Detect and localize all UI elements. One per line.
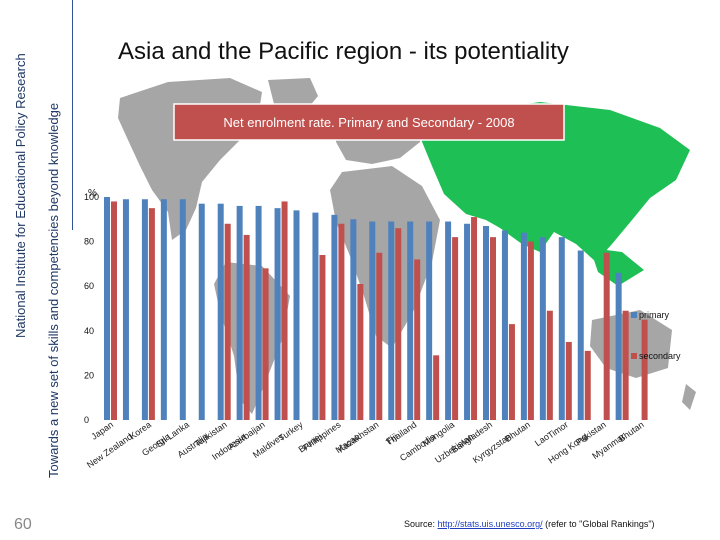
bar-series [104,197,648,420]
bar-secondary [565,341,572,420]
bar-primary [293,210,300,420]
bar-secondary [414,259,421,420]
map-southeast-asia [590,248,644,286]
y-tick-label: 60 [84,281,94,291]
bar-secondary [471,217,478,420]
legend-swatch-primary [631,312,637,318]
source-refer: (refer to "Global Rankings") [545,519,655,529]
x-tick-label: Turkey [277,419,305,443]
bar-primary [198,203,205,420]
bar-secondary [508,324,515,420]
bar-primary [369,221,376,420]
y-axis-ticks: 0 20 40 60 80 100 [84,192,99,425]
bar-secondary [395,228,402,420]
map-australia [590,310,672,378]
chart-banner: Net enrolment rate. Primary and Secondar… [173,103,565,141]
bar-primary [388,221,395,420]
bar-primary [483,225,489,420]
map-asia [418,102,690,262]
map-africa [330,166,440,348]
bar-primary [577,250,584,420]
bar-secondary [148,208,155,420]
bar-secondary [527,241,534,420]
bar-primary [217,203,224,420]
source-label: Source: [404,519,436,529]
map-new-zealand [682,384,696,410]
bar-primary [445,221,452,420]
legend-label-primary: primary [639,310,670,320]
bar-secondary [490,237,496,420]
bar-primary [255,205,262,420]
bar-primary [464,223,471,420]
bar-secondary [641,319,648,420]
map-south-america [214,262,290,414]
bar-primary [236,205,243,420]
legend-label-secondary: secondary [639,351,681,361]
bar-secondary [376,252,383,420]
bar-secondary [281,201,288,420]
bar-secondary [111,201,117,420]
y-tick-label: 100 [84,192,99,202]
y-axis-label: % [88,188,97,199]
bar-primary [350,219,357,420]
y-tick-label: 0 [84,415,89,425]
bar-primary [312,212,319,420]
bar-primary [179,199,186,420]
bar-secondary [452,237,459,420]
bar-secondary [603,252,610,420]
chart-banner-box [173,103,565,141]
bar-primary [160,199,167,420]
bar-primary [426,221,433,420]
x-tick-label: Bhutan [503,419,532,444]
bar-secondary [546,310,553,420]
bar-secondary [338,223,345,420]
page-number: 60 [14,516,32,533]
bar-secondary [319,254,326,420]
bar-secondary [433,355,440,420]
bar-secondary [357,283,364,420]
bar-secondary [224,223,231,420]
y-tick-label: 80 [84,237,94,247]
legend: primary secondary [631,310,681,361]
bar-primary [141,199,148,420]
bar-primary [274,208,281,420]
bar-primary [407,221,414,420]
bar-primary [539,237,546,420]
x-tick-label: Kazakhstan [336,419,380,454]
bar-primary [331,214,338,420]
x-tick-label: Japan [89,419,115,441]
bar-primary [501,230,508,420]
y-tick-label: 40 [84,326,94,336]
x-tick-label: Timor [546,419,570,440]
bar-primary [558,237,565,420]
chart-title: Net enrolment rate. Primary and Secondar… [223,115,514,130]
x-tick-label: Bhutan [617,419,646,444]
bar-secondary [584,350,591,420]
source-link[interactable]: http://stats.uis.unesco.org/ [437,519,543,529]
y-tick-label: 20 [84,370,94,380]
bar-secondary [243,234,250,420]
legend-swatch-secondary [631,353,637,359]
x-tick-label: Korea [128,419,153,441]
page-title: Asia and the Pacific region - its potent… [118,38,569,65]
bar-primary [520,232,527,420]
bar-secondary [622,310,629,420]
bar-primary [104,197,110,420]
bar-primary [122,199,129,420]
source-note: Source: http://stats.uis.unesco.org/ (re… [404,519,655,529]
bar-secondary [262,268,269,420]
bar-primary [615,272,622,420]
sidebar-divider [72,0,73,230]
